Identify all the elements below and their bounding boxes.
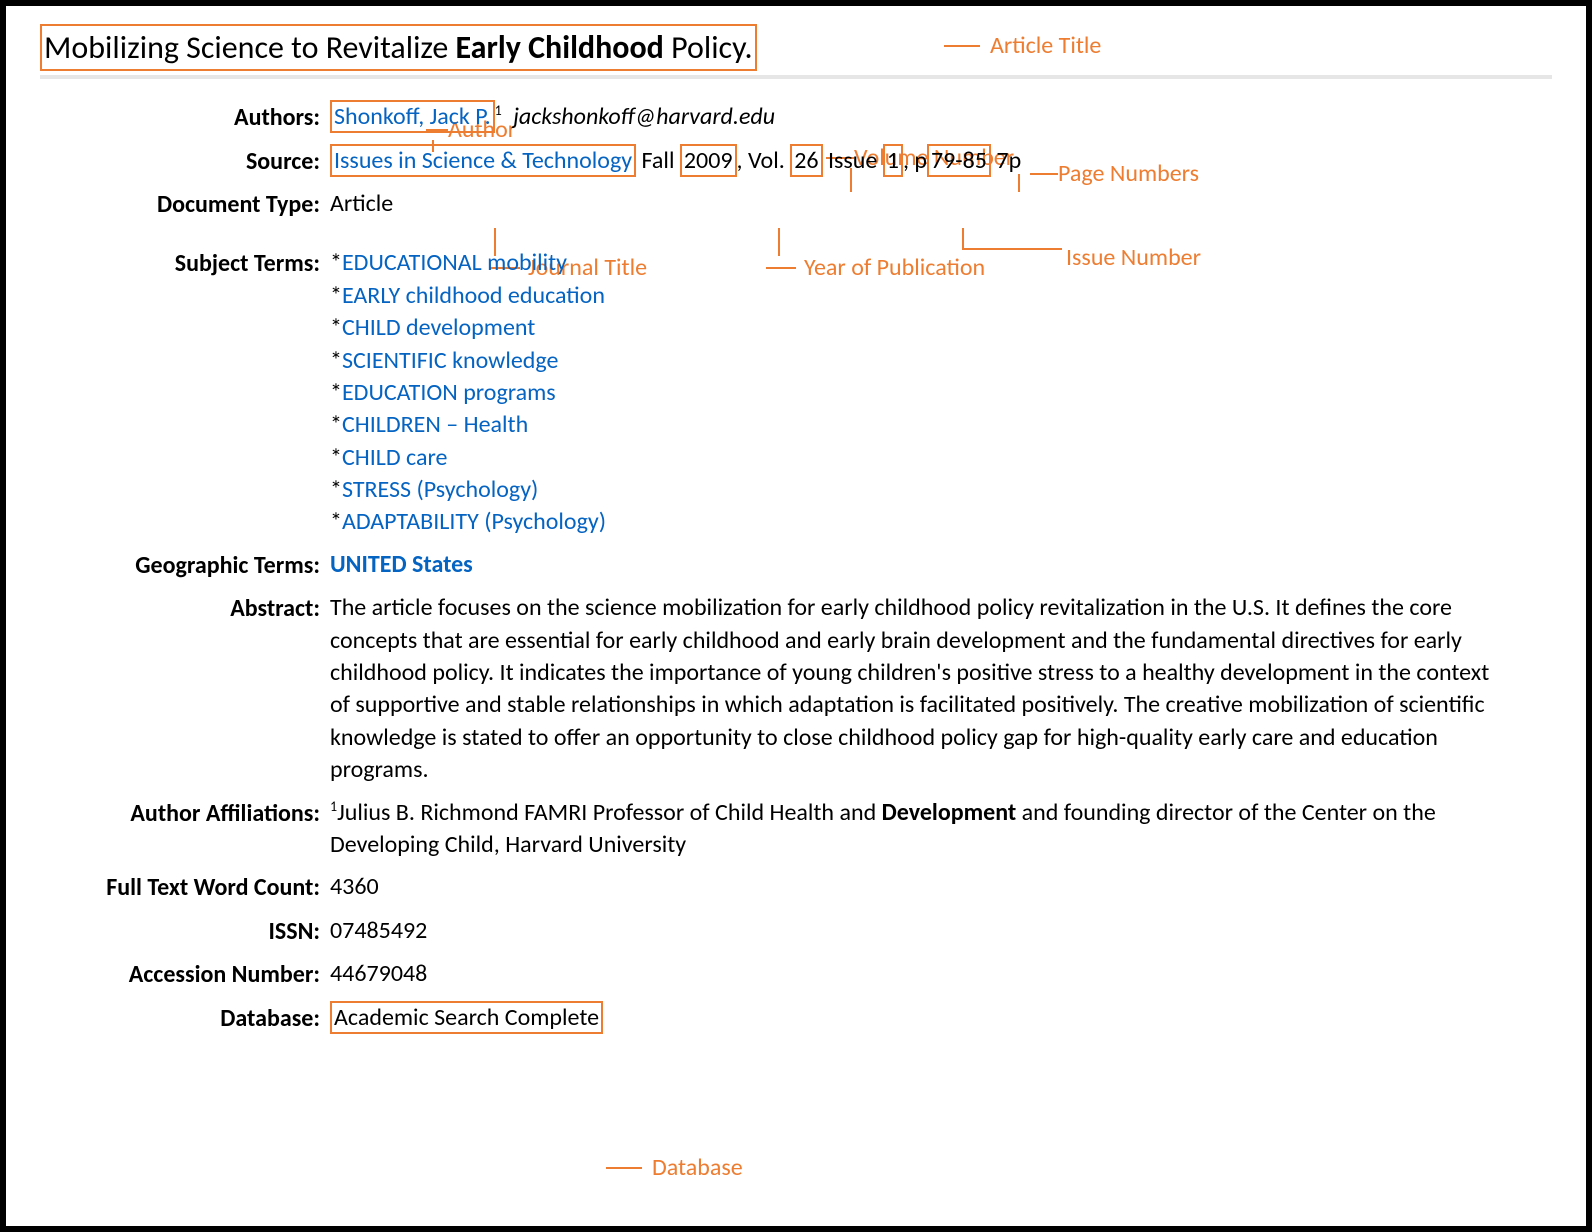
journal-box: Issues in Science & Technology [330,144,636,177]
database-name: Academic Search Complete [334,1003,599,1032]
aff-pre: Julius B. Richmond FAMRI Professor of Ch… [337,798,882,827]
row-source: Source: Issues in Science & Technology F… [40,145,1552,178]
src-year: 2009 [684,146,733,175]
volume-box: 26 [790,144,822,177]
connector [962,228,966,248]
title-post: Policy. [664,28,753,67]
label-source: Source: [40,145,330,178]
aff-bold: Development [882,798,1017,827]
src-vol-label: , Vol. [737,146,791,175]
issue-box: 1 [883,144,903,177]
asterisk: * [330,507,342,536]
database-box: Academic Search Complete [330,1001,603,1034]
asterisk: * [330,410,342,439]
value-affiliations: 1Julius B. Richmond FAMRI Professor of C… [330,797,1490,862]
label-accession: Accession Number: [40,958,330,991]
title-pre: Mobilizing Science to Revitalize [44,28,455,67]
value-subject-terms: *EDUCATIONAL mobility*EARLY childhood ed… [330,247,1552,539]
src-p-label: , p [903,146,927,175]
subject-term: *CHILDREN – Health [330,409,1552,441]
title-row: Mobilizing Science to Revitalize Early C… [40,24,1552,71]
subject-term: *CHILD development [330,312,1552,344]
geo-term-link[interactable]: UNITED States [330,550,473,579]
label-database: Database: [40,1002,330,1035]
value-database: Academic Search Complete [330,1002,1552,1034]
row-doctype: Document Type: Article [40,188,1552,221]
label-abstract: Abstract: [40,592,330,625]
label-subject-terms: Subject Terms: [40,247,330,280]
subject-term: *STRESS (Psychology) [330,474,1552,506]
subject-term-link[interactable]: EDUCATIONAL mobility [342,248,567,277]
asterisk: * [330,281,342,310]
subject-term: *ADAPTABILITY (Psychology) [330,506,1552,538]
pages-box: 79-85 [927,144,991,177]
subject-term: *EARLY childhood education [330,280,1552,312]
subject-term-link[interactable]: CHILDREN – Health [342,410,528,439]
value-accession: 44679048 [330,958,1552,990]
subject-term-link[interactable]: EDUCATION programs [342,378,556,407]
title-bold: Early Childhood [455,28,663,67]
subject-term-link[interactable]: STRESS (Psychology) [342,475,538,504]
asterisk: * [330,475,342,504]
value-doctype: Article [330,188,1552,220]
asterisk: * [330,346,342,375]
label-wordcount: Full Text Word Count: [40,871,330,904]
label-authors: Authors: [40,101,330,134]
divider [40,75,1552,79]
src-season: Fall [636,146,680,175]
value-abstract: The article focuses on the science mobil… [330,592,1490,786]
subject-term-link[interactable]: CHILD development [342,313,535,342]
author-name-box: Shonkoff, Jack P. [330,100,495,133]
row-database: Database: Academic Search Complete [40,1002,1552,1035]
annotation-database: Database [606,1152,743,1184]
row-authors: Authors: Shonkoff, Jack P.1 jackshonkoff… [40,101,1552,134]
value-geo-terms: UNITED States [330,549,1552,581]
value-authors: Shonkoff, Jack P.1 jackshonkoff@harvard.… [330,101,1552,133]
annotation-text: Database [652,1152,743,1184]
author-link[interactable]: Shonkoff, Jack P. [334,102,491,131]
src-pages: 79-85 [931,146,987,175]
src-issue: 1 [887,146,899,175]
year-box: 2009 [680,144,737,177]
row-issn: ISSN: 07485492 [40,915,1552,948]
subject-term: *SCIENTIFIC knowledge [330,345,1552,377]
subject-term-link[interactable]: ADAPTABILITY (Psychology) [342,507,606,536]
article-title: Mobilizing Science to Revitalize Early C… [40,24,757,71]
value-issn: 07485492 [330,915,1552,947]
journal-link[interactable]: Issues in Science & Technology [334,146,632,175]
label-issn: ISSN: [40,915,330,948]
asterisk: * [330,378,342,407]
subject-term-link[interactable]: SCIENTIFIC knowledge [342,346,558,375]
asterisk: * [330,443,342,472]
record-fields: Author Authors: Shonkoff, Jack P.1 jacks… [40,101,1552,1035]
value-source: Issues in Science & Technology Fall 2009… [330,145,1552,177]
subject-term: *EDUCATION programs [330,377,1552,409]
src-extent: 7p [991,146,1021,175]
row-affiliations: Author Affiliations: 1Julius B. Richmond… [40,797,1552,862]
value-wordcount: 4360 [330,871,1552,903]
author-sup: 1 [495,102,502,119]
subject-term: *CHILD care [330,442,1552,474]
label-doctype: Document Type: [40,188,330,221]
author-email: jackshonkoff@harvard.edu [513,102,775,131]
subject-term-link[interactable]: EARLY childhood education [342,281,605,310]
asterisk: * [330,248,342,277]
row-accession: Accession Number: 44679048 [40,958,1552,991]
label-geo-terms: Geographic Terms: [40,549,330,582]
label-affiliations: Author Affiliations: [40,797,330,830]
subject-term-link[interactable]: CHILD care [342,443,448,472]
asterisk: * [330,313,342,342]
row-abstract: Abstract: The article focuses on the sci… [40,592,1552,786]
src-volume: 26 [794,146,818,175]
row-geo-terms: Geographic Terms: UNITED States [40,549,1552,582]
row-wordcount: Full Text Word Count: 4360 [40,871,1552,904]
src-issue-label: Issue [823,146,883,175]
row-subject-terms: Subject Terms: *EDUCATIONAL mobility*EAR… [40,247,1552,539]
subject-term: *EDUCATIONAL mobility [330,247,1552,279]
record-page: Mobilizing Science to Revitalize Early C… [0,0,1592,1232]
